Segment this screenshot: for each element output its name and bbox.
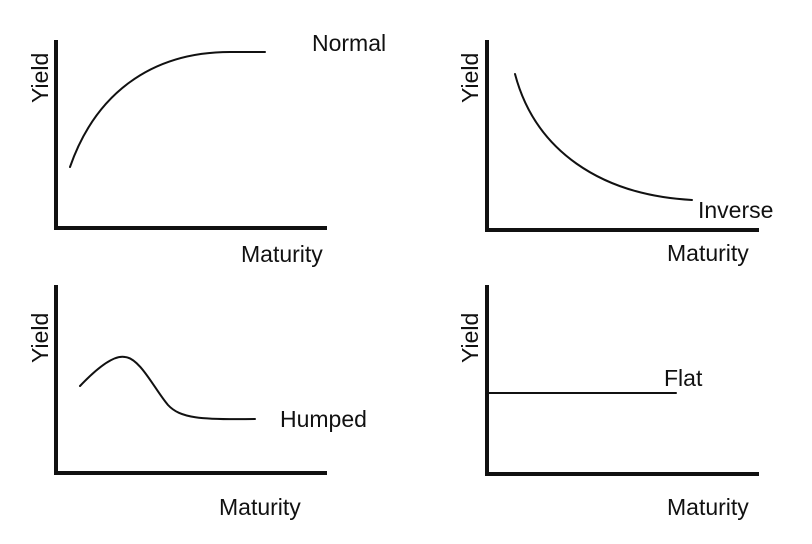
panel-flat: Flat Maturity Yield (457, 285, 759, 520)
flat-axes (485, 285, 759, 476)
inverse-curve (514, 73, 693, 201)
normal-curve-label: Normal (312, 30, 386, 56)
inverse-x-axis-label: Maturity (667, 240, 749, 266)
humped-x-axis-label: Maturity (219, 494, 301, 520)
normal-axes (54, 40, 327, 230)
flat-curve-label: Flat (664, 365, 703, 391)
normal-y-axis-label: Yield (27, 53, 53, 103)
flat-x-axis-label: Maturity (667, 494, 749, 520)
inverse-y-axis-label: Yield (457, 53, 483, 103)
panel-humped: Humped Maturity Yield (27, 285, 367, 520)
panel-inverse: Inverse Maturity Yield (457, 40, 773, 266)
normal-x-axis-label: Maturity (241, 241, 323, 267)
panel-normal: Normal Maturity Yield (27, 30, 386, 267)
inverse-axes (485, 40, 759, 232)
flat-y-axis-label: Yield (457, 313, 483, 363)
humped-axes (54, 285, 327, 475)
humped-curve (79, 355, 256, 421)
inverse-curve-label: Inverse (698, 197, 773, 223)
humped-y-axis-label: Yield (27, 313, 53, 363)
normal-curve (69, 51, 266, 168)
humped-curve-label: Humped (280, 406, 367, 432)
